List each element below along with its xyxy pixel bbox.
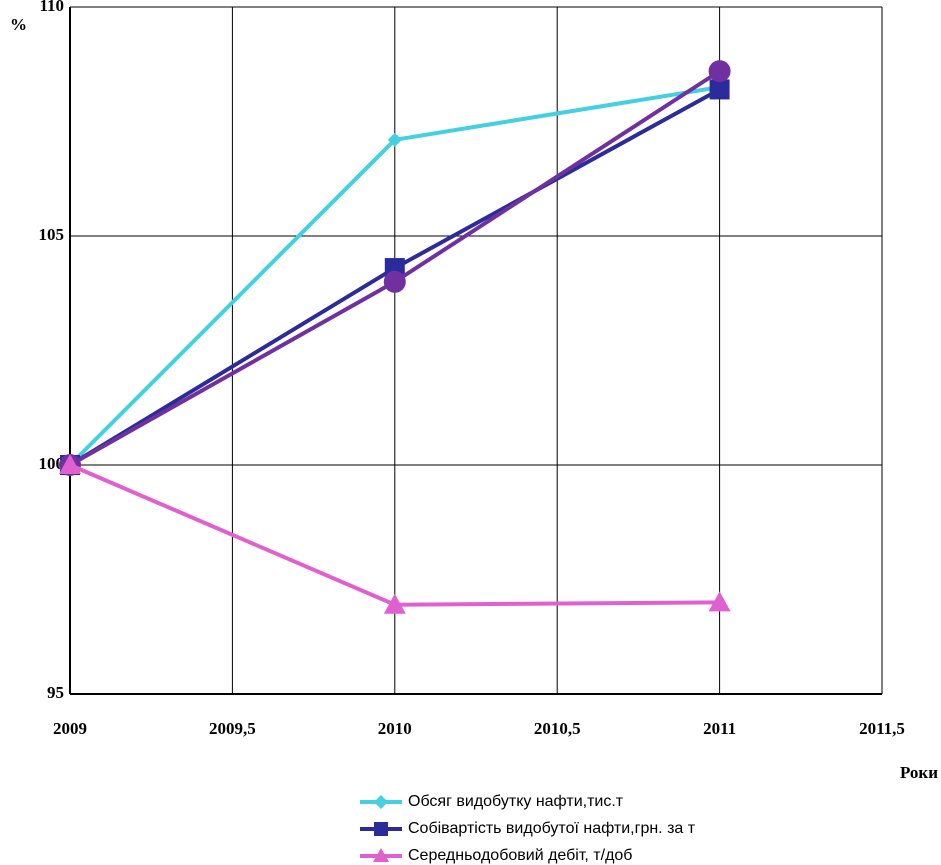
x-tick-label: 2009,5 xyxy=(209,719,256,738)
x-axis-label: Роки xyxy=(900,763,938,782)
y-axis-label: % xyxy=(10,15,27,34)
marker xyxy=(708,60,731,83)
marker xyxy=(383,270,406,293)
marker xyxy=(387,132,402,147)
x-tick-label: 2009 xyxy=(53,719,87,738)
legend-marker xyxy=(373,848,389,862)
x-tick-label: 2011 xyxy=(703,719,736,738)
x-tick-label: 2011,5 xyxy=(859,719,905,738)
marker xyxy=(708,591,731,612)
legend-marker xyxy=(374,795,388,809)
y-tick-label: 110 xyxy=(39,0,64,15)
legend-label: Обсяг видобутку нафти,тис.т xyxy=(408,793,624,810)
y-tick-label: 100 xyxy=(39,454,65,473)
legend-label: Середньодобовий дебіт, т/доб xyxy=(408,847,632,864)
legend-marker xyxy=(374,822,388,836)
marker xyxy=(709,79,730,100)
x-tick-label: 2010,5 xyxy=(534,719,581,738)
marker xyxy=(59,454,81,474)
marker xyxy=(383,593,406,614)
y-tick-label: 105 xyxy=(39,225,65,244)
y-tick-label: 95 xyxy=(47,683,64,702)
legend-label: Собівартість видобутої нафти,грн. за т xyxy=(408,820,696,837)
x-tick-label: 2010 xyxy=(378,719,412,738)
